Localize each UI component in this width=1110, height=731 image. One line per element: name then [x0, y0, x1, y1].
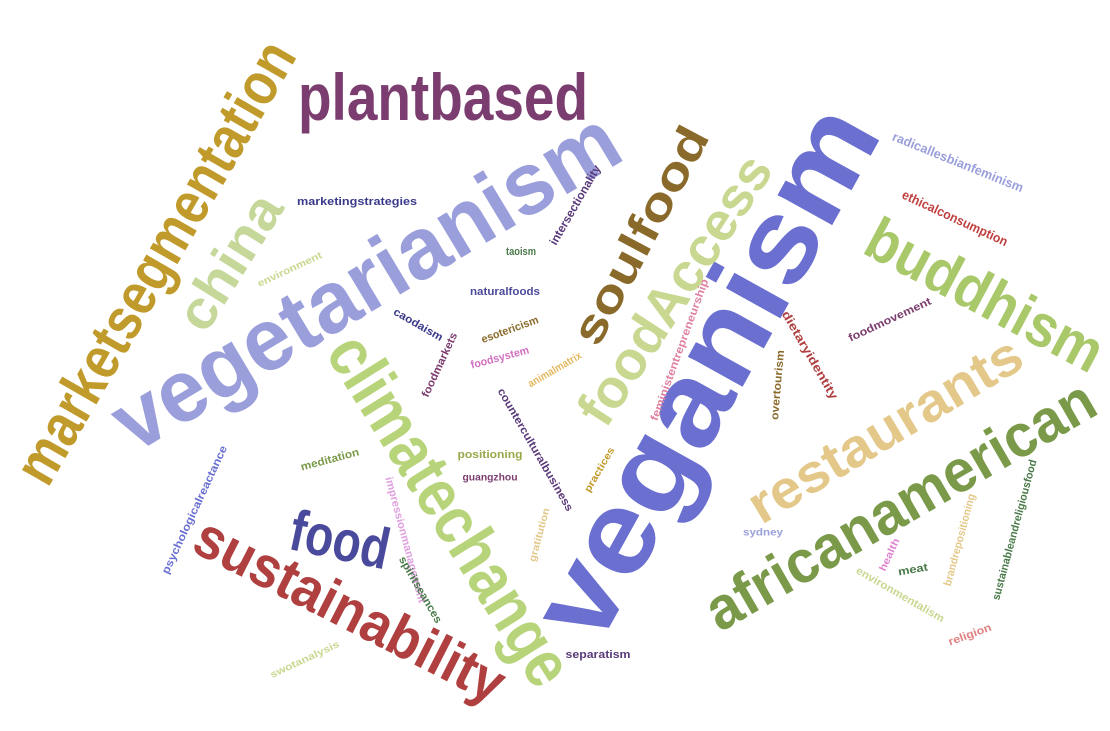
word: separatism	[566, 649, 631, 661]
word: caodaism	[391, 306, 445, 344]
word: meditation	[299, 446, 360, 473]
word: meat	[897, 561, 929, 578]
word: taoism	[506, 246, 536, 258]
word: positioning	[458, 449, 523, 461]
word: animalmatrix	[526, 349, 585, 390]
word: foodsystem	[469, 344, 530, 371]
word: esotericism	[480, 314, 541, 346]
word: swotanalysis	[269, 639, 342, 681]
word: sydney	[743, 528, 784, 539]
word: guangzhou	[463, 473, 518, 484]
word: foodmovement	[847, 295, 934, 344]
word: naturalfoods	[470, 286, 540, 298]
word: marketingstrategies	[297, 196, 417, 208]
word: religion	[947, 622, 994, 649]
word: radicallesbianfeminism	[890, 129, 1025, 195]
word: plantbased	[298, 60, 588, 134]
